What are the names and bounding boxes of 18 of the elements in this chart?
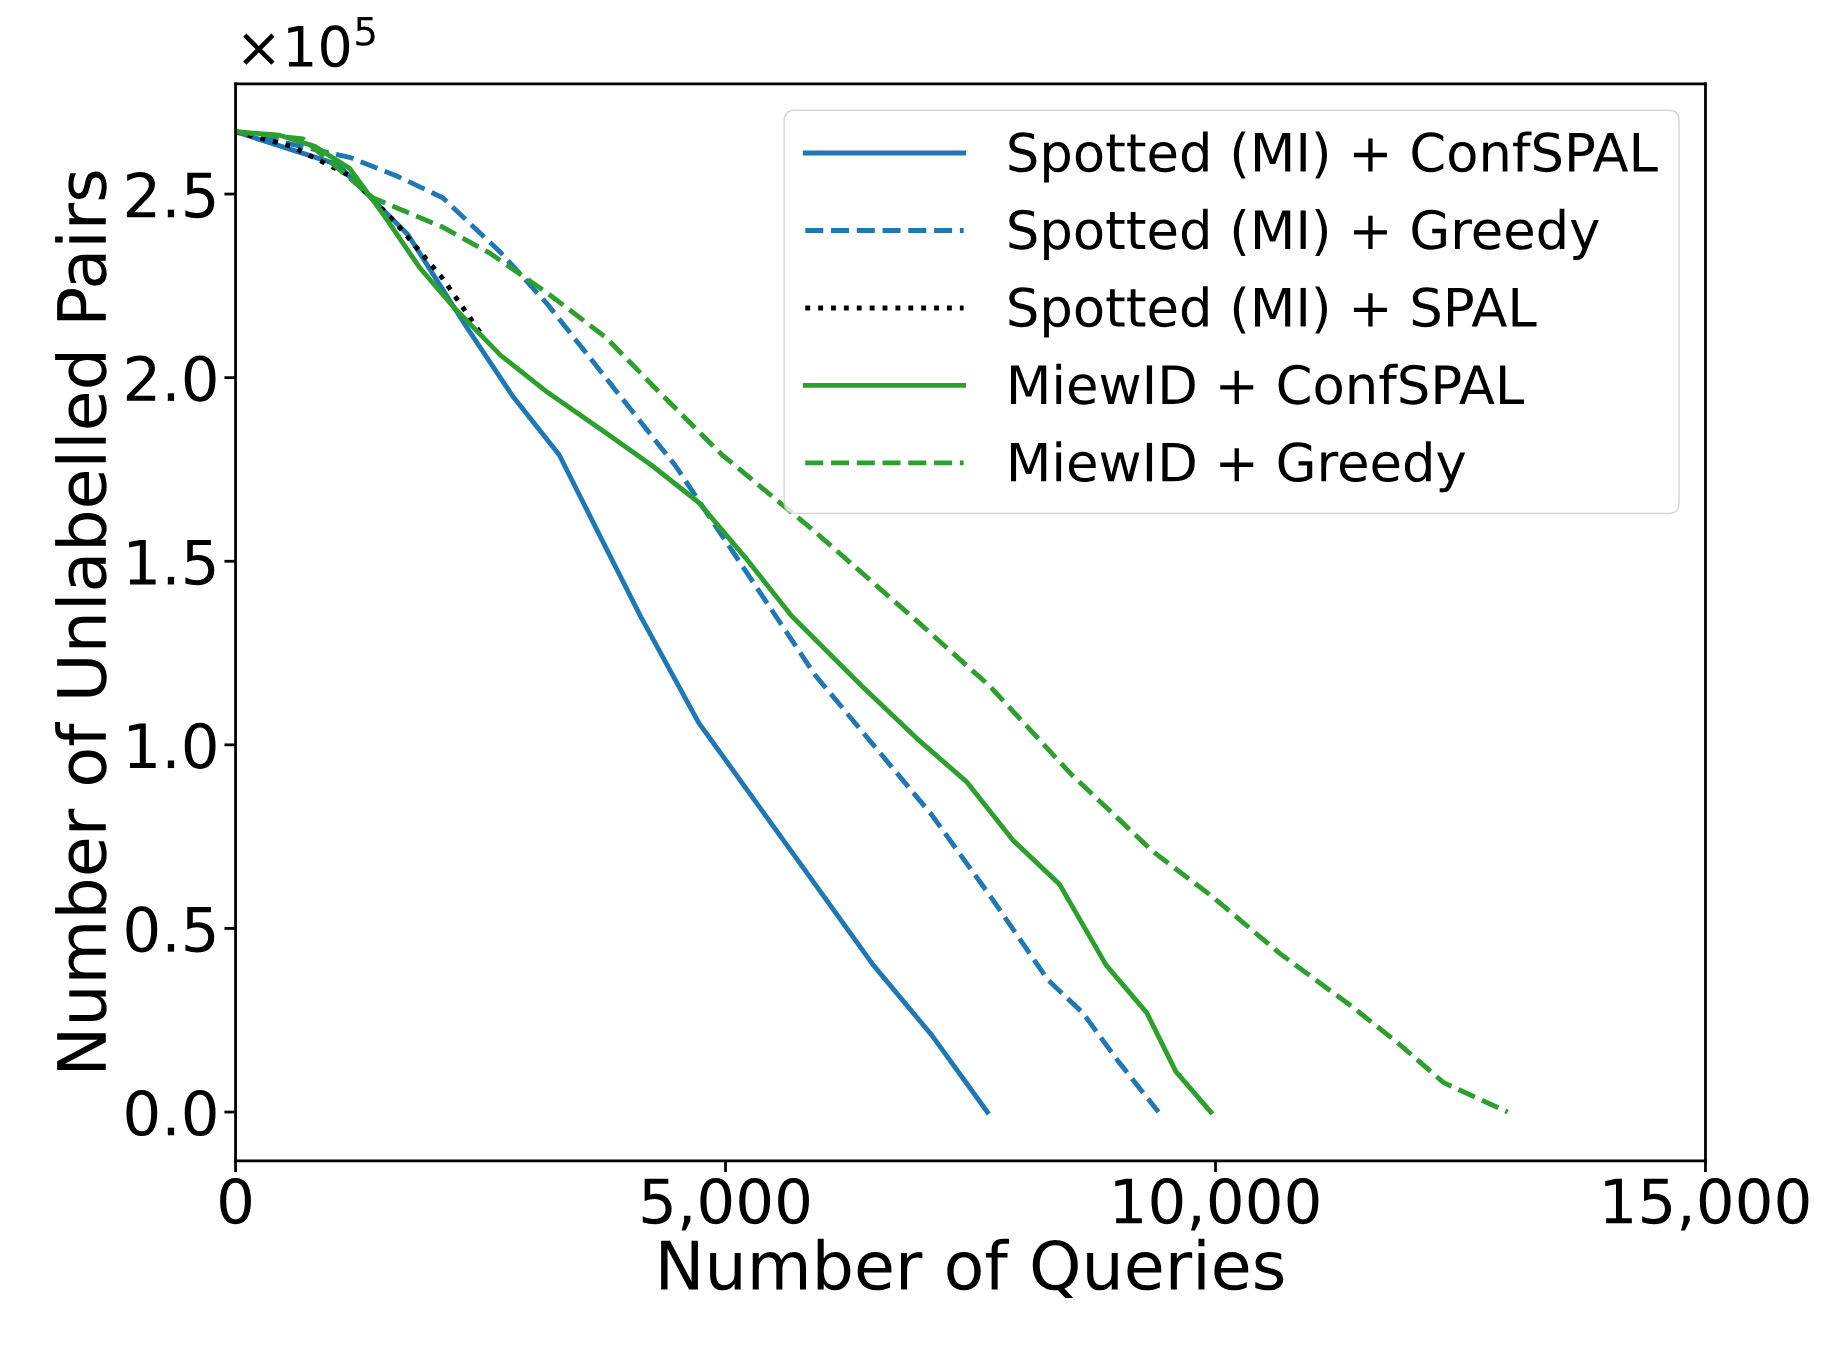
y-tick-label: 1.0: [129, 722, 216, 769]
y-tick-label: 2.0: [126, 355, 216, 402]
legend-label: Spotted (MI) + ConfSPAL: [1009, 131, 1658, 183]
y-tick-label: 2.5: [126, 171, 215, 219]
x-tick-label: 10,000: [1115, 1177, 1319, 1231]
x-tick-label: 15,000: [1605, 1177, 1809, 1231]
x-axis-title: Number of Queries: [661, 1238, 1284, 1299]
legend-label: MiewID + ConfSPAL: [1011, 363, 1525, 405]
text: ×10$^{5}$: [243, 16, 375, 68]
legend-label: Spotted (MI) + Greedy: [1009, 208, 1599, 260]
x-tick-label: 0: [220, 1177, 251, 1225]
x-tick-label: 5,000: [642, 1177, 809, 1231]
y-axis-title: Number of Unlabelled Pairs: [55, 171, 107, 1071]
y-tick-label: 0.0: [126, 1089, 216, 1137]
legend-label: MiewID + Greedy: [1011, 441, 1466, 493]
legend-label: Spotted (MI) + SPAL: [1009, 286, 1537, 338]
y-tick-label: 1.5: [129, 539, 215, 586]
y-tick-label: 0.5: [126, 906, 215, 953]
